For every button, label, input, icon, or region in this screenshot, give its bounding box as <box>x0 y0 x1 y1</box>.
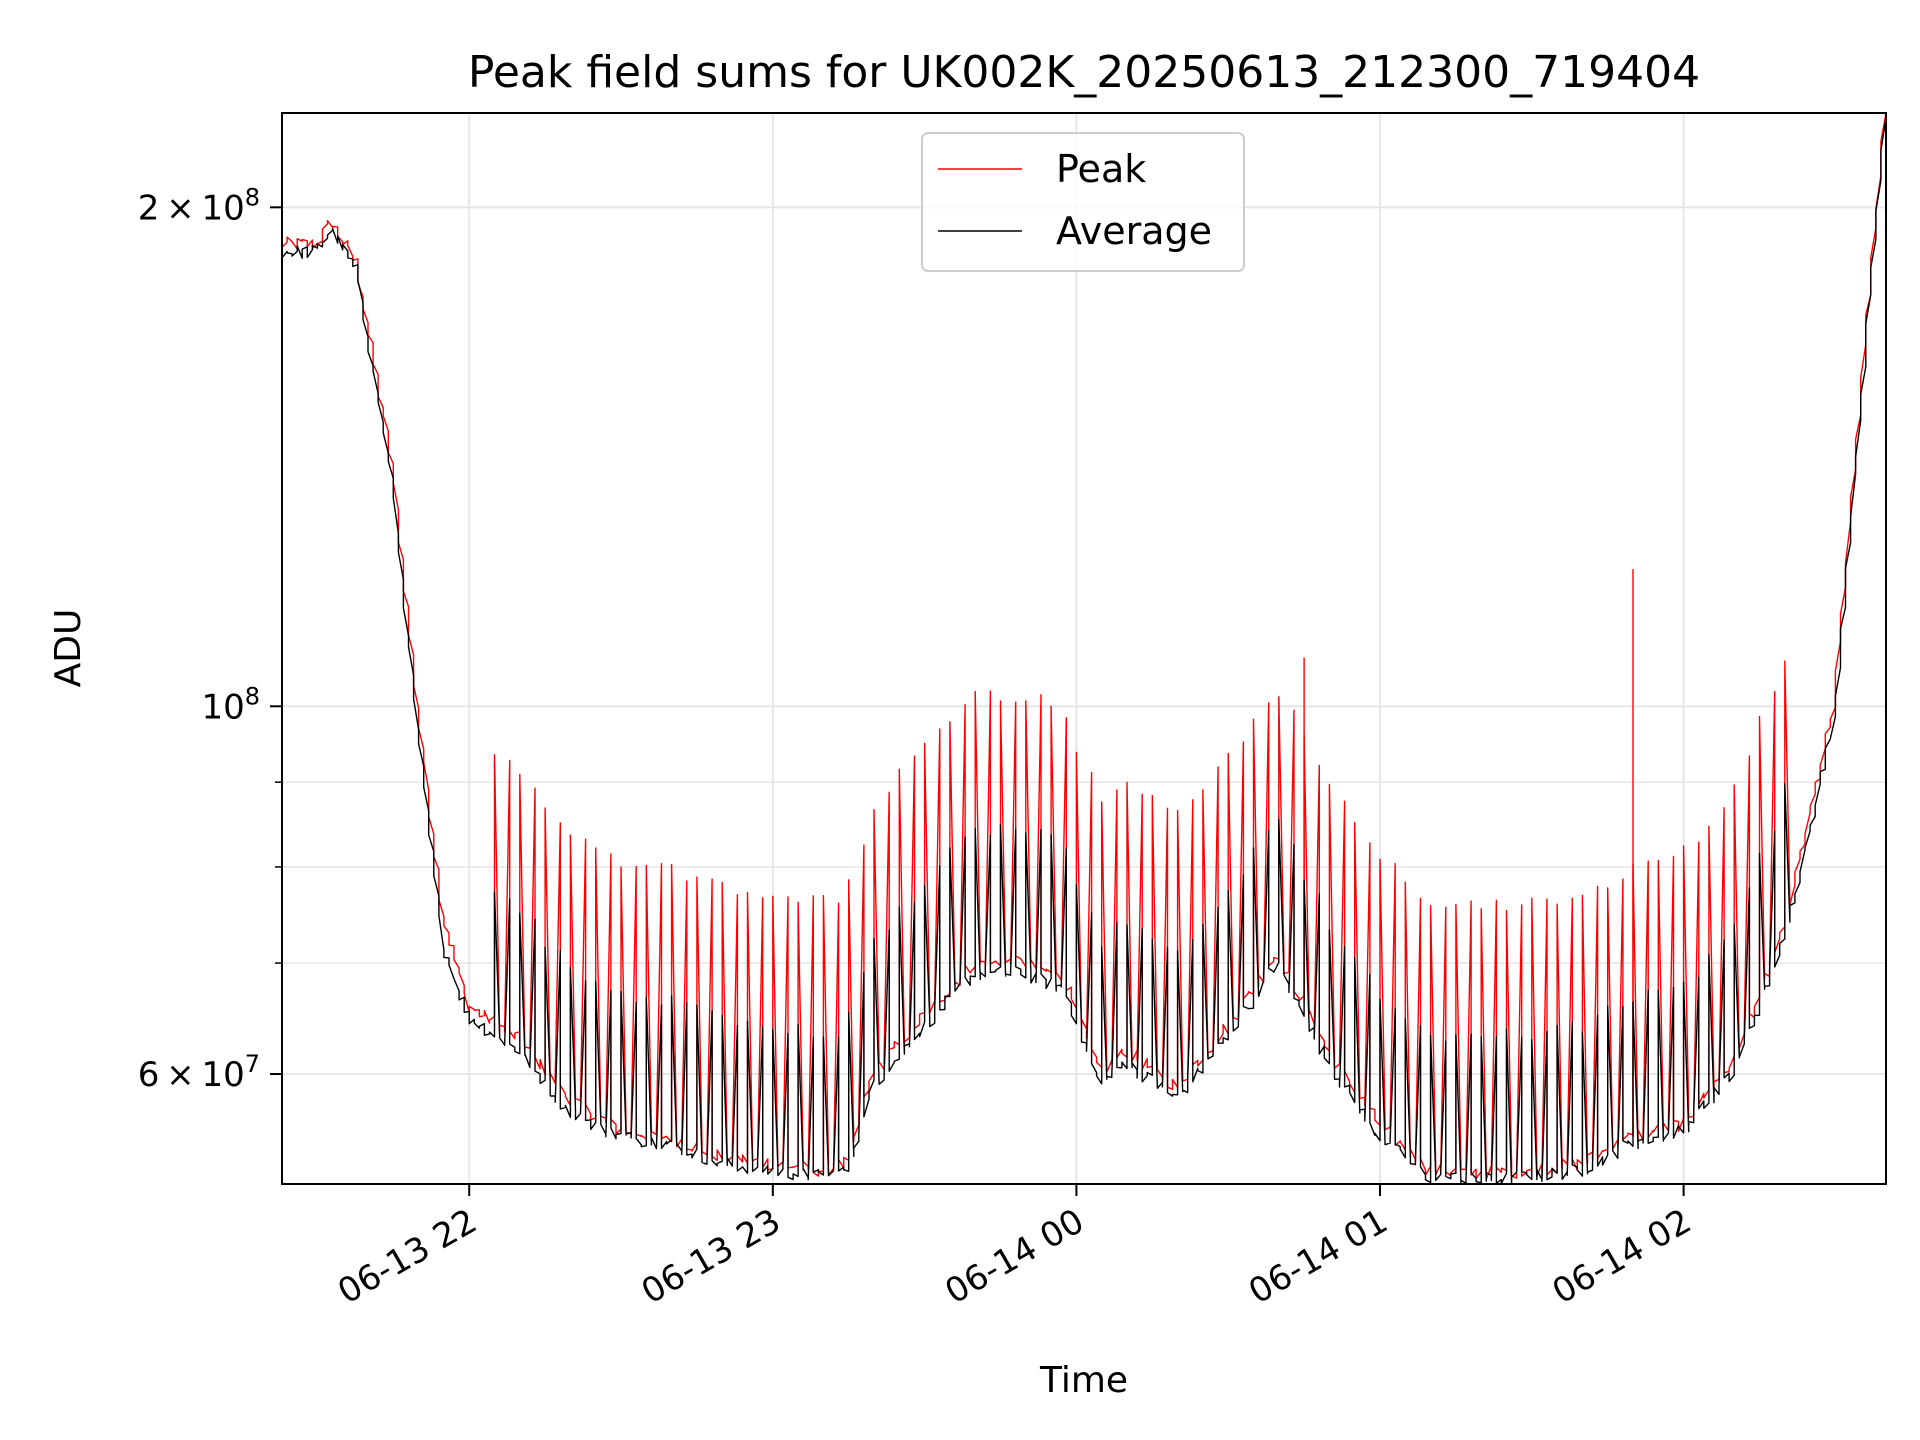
legend-label-peak: Peak <box>1056 147 1146 191</box>
y-axis: 6 × 107 108 2 × 108 <box>138 183 282 1095</box>
y-tick-label: 108 <box>201 682 260 727</box>
chart-title: Peak field sums for UK002K_20250613_2123… <box>468 47 1700 98</box>
x-axis-label: Time <box>1039 1360 1128 1401</box>
series-line-average <box>281 118 1887 1185</box>
plot-lines <box>281 112 1887 1185</box>
y-axis-label: ADU <box>48 609 89 688</box>
grid <box>282 113 1886 1184</box>
plot-frame <box>281 112 1887 1185</box>
legend-box <box>921 132 1245 272</box>
legend-label-average: Average <box>1056 209 1212 253</box>
y-tick-label: 2 × 108 <box>138 183 260 228</box>
legend: Peak Average <box>921 132 1245 272</box>
y-tick-label: 6 × 107 <box>138 1050 260 1095</box>
